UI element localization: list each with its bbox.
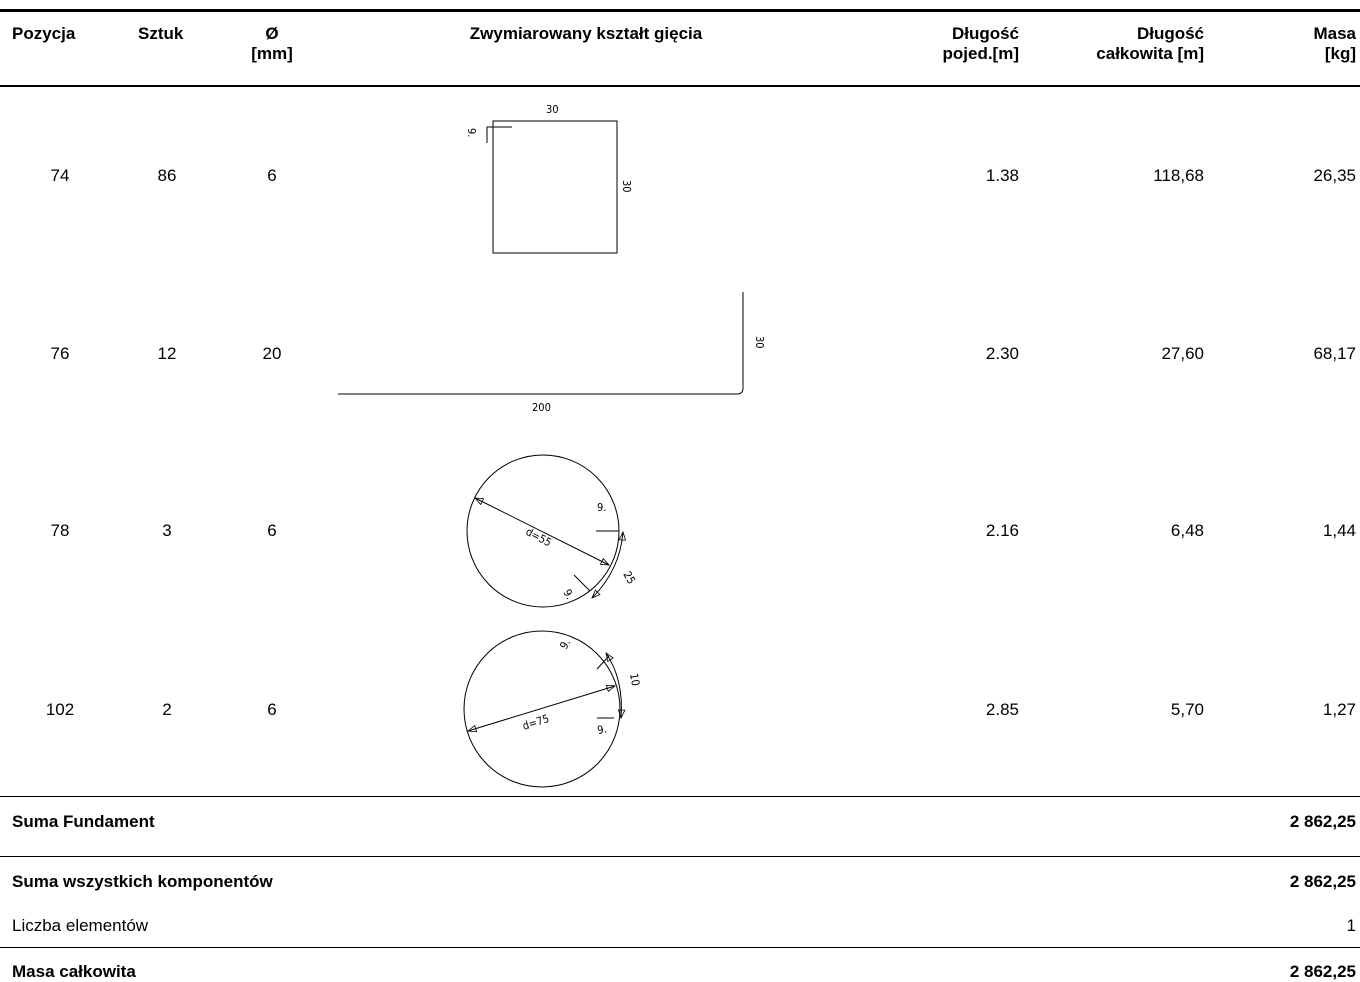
- dim-stirrup-hook: 9.: [465, 128, 478, 137]
- cell-mass: 1,44: [1322, 521, 1356, 540]
- cell-mass: 26,35: [1313, 166, 1356, 185]
- cell-length-single: 2.16: [985, 521, 1019, 540]
- cell-length-total: 27,60: [1161, 344, 1204, 363]
- summary-all-value: 2 862,25: [1289, 872, 1356, 891]
- header-shape: Zwymiarowany kształt gięcia: [469, 24, 703, 43]
- cell-pozycja: 102: [45, 700, 75, 719]
- l-bar-outline: [338, 292, 744, 395]
- count-rule: [0, 947, 1360, 948]
- header-mass-line2: [kg]: [1324, 44, 1356, 63]
- overlap-arc: [606, 653, 621, 718]
- dim-circle-55-diameter: d=55: [524, 525, 554, 549]
- shape-circle-55: [466, 454, 623, 608]
- cell-pozycja: 74: [50, 166, 70, 185]
- dim-l-bar-bottom: 200: [532, 401, 551, 414]
- cell-length-total: 5,70: [1170, 700, 1204, 719]
- header-bottom-rule: [0, 85, 1360, 87]
- header-diameter-unit: [mm]: [251, 44, 293, 63]
- header-length-single: Długość pojed.[m]: [870, 24, 1020, 64]
- cell-sztuk: 3: [162, 521, 172, 540]
- fundament-rule: [0, 856, 1360, 857]
- header-mass: Masa [kg]: [1250, 24, 1356, 64]
- summary-count-label: Liczba elementów: [12, 916, 149, 935]
- header-pozycja: Pozycja: [12, 24, 76, 43]
- cell-mass: 1,27: [1322, 700, 1356, 719]
- cell-length-single: 1.38: [985, 166, 1019, 185]
- rows-bottom-rule: [0, 796, 1360, 797]
- stirrup-outline: [492, 120, 618, 254]
- summary-count-value: 1: [1346, 916, 1356, 935]
- header-diameter-symbol: Ø: [265, 24, 279, 43]
- summary-fundament-value: 2 862,25: [1289, 812, 1356, 831]
- shape-l-bar: [338, 292, 744, 395]
- dim-circle-55-hook-a: 9.: [597, 501, 606, 514]
- summary-all-label: Suma wszystkich komponentów: [12, 872, 273, 891]
- cell-sztuk: 2: [162, 700, 172, 719]
- cell-diameter: 6: [267, 166, 277, 185]
- header-length-total-line2: całkowita [m]: [1096, 44, 1204, 63]
- overlap-arc: [592, 532, 623, 598]
- cell-diameter: 6: [267, 700, 277, 719]
- shape-stirrup-square: [486, 120, 618, 254]
- summary-fundament-label: Suma Fundament: [12, 812, 155, 831]
- diameter-arrow: [475, 498, 609, 565]
- cell-length-total: 6,48: [1170, 521, 1204, 540]
- header-length-total: Długość całkowita [m]: [1040, 24, 1204, 64]
- dim-circle-75-diameter: d=75: [521, 712, 551, 733]
- cell-diameter: 6: [267, 521, 277, 540]
- cell-pozycja: 76: [50, 344, 70, 363]
- hoop-outline: [463, 630, 621, 788]
- dim-circle-75-overlap: 10: [627, 672, 642, 687]
- cell-sztuk: 86: [157, 166, 177, 185]
- header-diameter: Ø [mm]: [232, 24, 312, 64]
- cell-length-total: 118,68: [1153, 166, 1204, 185]
- cell-mass: 68,17: [1313, 344, 1356, 363]
- tick-mark: [573, 574, 591, 592]
- diameter-arrow: [468, 686, 615, 731]
- stirrup-hook: [486, 126, 512, 143]
- dim-l-bar-right: 30: [753, 336, 766, 349]
- dim-circle-75-hook-a: 9.: [557, 637, 573, 652]
- shape-circle-75: [463, 630, 621, 788]
- header-length-single-line1: Długość: [951, 24, 1019, 43]
- cell-diameter: 20: [262, 344, 282, 363]
- dim-stirrup-right: 30: [620, 180, 633, 193]
- cell-length-single: 2.85: [985, 700, 1019, 719]
- summary-total-label: Masa całkowita: [12, 962, 136, 981]
- header-length-total-line1: Długość: [1136, 24, 1204, 43]
- header-length-single-line2: pojed.[m]: [942, 44, 1020, 63]
- dim-stirrup-top: 30: [546, 103, 559, 116]
- dim-circle-55-overlap: 25: [620, 569, 638, 586]
- cell-pozycja: 78: [50, 521, 70, 540]
- summary-total-value: 2 862,25: [1289, 962, 1356, 981]
- header-top-rule: [0, 9, 1360, 12]
- header-mass-line1: Masa: [1313, 24, 1356, 43]
- cell-sztuk: 12: [157, 344, 177, 363]
- dim-circle-75-hook-b: 9.: [596, 723, 608, 737]
- header-sztuk: Sztuk: [138, 24, 184, 43]
- cell-length-single: 2.30: [985, 344, 1019, 363]
- dim-circle-55-hook-b: 9.: [560, 587, 576, 602]
